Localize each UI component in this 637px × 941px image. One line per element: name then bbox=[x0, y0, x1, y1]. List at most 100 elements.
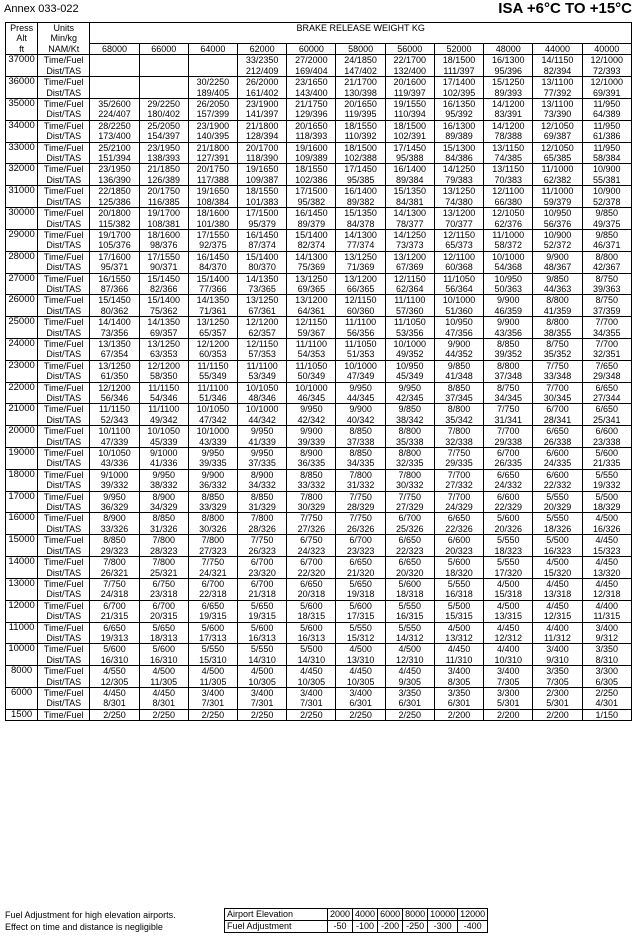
time-fuel-cell: 4/400 bbox=[581, 599, 633, 612]
time-fuel-cell: 5/550 bbox=[581, 468, 633, 481]
time-fuel-cell: 16/1450 bbox=[187, 250, 239, 263]
dist-tas-cell: 28/329 bbox=[335, 502, 386, 514]
weight-col-header: 60000 bbox=[286, 42, 337, 56]
time-fuel-cell: 9/900 bbox=[286, 425, 337, 437]
dist-tas-cell: 70/383 bbox=[483, 174, 534, 187]
dist-tas-cell: 16/323 bbox=[532, 545, 583, 558]
time-fuel-cell: 5/600 bbox=[138, 643, 189, 655]
table-row: Dist/TAS 24/318 23/318 22/318 21/318 20/318 19… bbox=[6, 589, 633, 601]
dist-tas-cell: 24/329 bbox=[433, 502, 485, 514]
dist-tas-cell: 20/315 bbox=[138, 611, 189, 623]
dist-tas-cell: 45/339 bbox=[138, 436, 189, 449]
unit-cell: Dist/TAS bbox=[37, 567, 91, 579]
dist-tas-cell: 36/329 bbox=[89, 502, 140, 514]
dist-tas-cell: 43/339 bbox=[187, 436, 239, 449]
unit-cell: Dist/TAS bbox=[37, 109, 91, 121]
time-fuel-cell: 9/950 bbox=[384, 381, 435, 393]
dist-tas-cell: 22/318 bbox=[187, 589, 239, 601]
time-fuel-cell: 9/900 bbox=[187, 468, 239, 481]
time-fuel-cell: 23/1950 bbox=[89, 163, 140, 175]
dist-tas-cell: 15/320 bbox=[532, 567, 583, 579]
time-fuel-cell: 18/1500 bbox=[384, 119, 435, 132]
time-fuel-cell: 9/850 bbox=[384, 403, 435, 415]
table-row: Dist/TAS 8/301 8/301 7/301 7/301 7/301 6/301 6/… bbox=[6, 698, 633, 710]
altitude-cell: 11000 bbox=[4, 621, 39, 645]
altitude-cell: 16000 bbox=[4, 512, 39, 536]
dist-tas-cell: 22/332 bbox=[532, 480, 583, 492]
time-fuel-cell: 9/950 bbox=[286, 403, 337, 415]
unit-cell: Dist/TAS bbox=[37, 545, 91, 558]
time-fuel-cell: 7/700 bbox=[433, 468, 485, 481]
time-fuel-cell: 13/1250 bbox=[335, 250, 386, 263]
unit-cell: Dist/TAS bbox=[37, 174, 91, 187]
time-fuel-cell: 16/1400 bbox=[384, 163, 435, 175]
dist-tas-cell: 6/301 bbox=[433, 698, 485, 710]
dist-tas-cell: 46/371 bbox=[581, 240, 633, 252]
dist-tas-cell: 12/312 bbox=[483, 632, 534, 645]
dist-tas-cell: 18/323 bbox=[483, 545, 534, 558]
dist-tas-cell: 41/336 bbox=[138, 458, 189, 470]
table-row: 1500 Time/Fuel 2/250 2/250 2/250 2/250 2/250 2/… bbox=[4, 708, 633, 722]
dist-tas-cell: 59/379 bbox=[532, 196, 583, 209]
unit-cell: Time/Fuel bbox=[37, 54, 91, 66]
time-fuel-cell: 15/1450 bbox=[89, 294, 140, 306]
time-fuel-cell: 4/500 bbox=[483, 599, 534, 612]
dist-tas-cell bbox=[187, 65, 239, 78]
dist-tas-cell: 126/389 bbox=[138, 174, 189, 187]
unit-cell: Time/Fuel bbox=[37, 272, 91, 284]
time-fuel-cell: 16/1450 bbox=[237, 228, 288, 241]
dist-tas-cell: 46/359 bbox=[483, 305, 534, 318]
time-fuel-cell: 2/200 bbox=[433, 708, 485, 722]
time-fuel-cell: 7/750 bbox=[532, 359, 583, 372]
dist-tas-cell: 65/357 bbox=[187, 327, 239, 339]
unit-cell: Dist/TAS bbox=[37, 305, 91, 318]
time-fuel-cell: 8/850 bbox=[237, 490, 288, 503]
dist-tas-cell: 14/310 bbox=[286, 654, 337, 667]
time-fuel-cell: 25/2050 bbox=[138, 119, 189, 132]
dist-tas-cell: 116/385 bbox=[138, 196, 189, 209]
time-fuel-cell: 12/1050 bbox=[532, 119, 583, 132]
table-row: 37000 Time/Fuel 33/2350 27/2000 24/1850 22/17… bbox=[4, 54, 633, 78]
dist-tas-cell: 55/381 bbox=[581, 174, 633, 187]
dist-tas-cell: 65/385 bbox=[532, 153, 583, 165]
unit-cell: Time/Fuel bbox=[37, 708, 91, 722]
weight-col-header: 48000 bbox=[483, 42, 534, 56]
time-fuel-cell: 21/1850 bbox=[138, 163, 189, 175]
unit-cell: Time/Fuel bbox=[37, 512, 91, 524]
unit-cell: Time/Fuel bbox=[37, 447, 91, 459]
dist-tas-cell: 74/385 bbox=[483, 153, 534, 165]
dist-tas-cell: 77/392 bbox=[532, 87, 583, 100]
time-fuel-cell: 7/800 bbox=[237, 512, 288, 524]
dist-tas-cell: 42/367 bbox=[581, 262, 633, 274]
time-fuel-cell: 6/650 bbox=[581, 381, 633, 393]
dist-tas-cell: 62/376 bbox=[483, 218, 534, 230]
dist-tas-cell: 118/393 bbox=[286, 131, 337, 143]
unit-cell: Time/Fuel bbox=[37, 643, 91, 655]
dist-tas-cell: 34/355 bbox=[581, 327, 633, 339]
altitude-cell: 17000 bbox=[4, 490, 39, 514]
time-fuel-cell: 8/800 bbox=[384, 425, 435, 437]
time-fuel-cell: 18/1500 bbox=[433, 54, 485, 66]
dist-tas-cell: 108/381 bbox=[138, 218, 189, 230]
unit-cell: Time/Fuel bbox=[37, 359, 91, 372]
time-fuel-cell: 6/650 bbox=[433, 512, 485, 524]
time-fuel-cell: 14/1300 bbox=[335, 228, 386, 241]
unit-cell: Dist/TAS bbox=[37, 698, 91, 710]
dist-tas-cell: 27/323 bbox=[187, 545, 239, 558]
dist-tas-cell: 141/397 bbox=[237, 109, 288, 121]
time-fuel-cell: 3/400 bbox=[532, 643, 583, 655]
altitude-cell: 8000 bbox=[4, 665, 39, 688]
dist-tas-cell: 82/374 bbox=[286, 240, 337, 252]
time-fuel-cell: 14/1150 bbox=[532, 54, 583, 66]
unit-cell: Time/Fuel bbox=[37, 556, 91, 568]
time-fuel-cell: 6/650 bbox=[483, 468, 534, 481]
time-fuel-cell: 8/800 bbox=[483, 359, 534, 372]
dist-tas-cell: 83/391 bbox=[483, 109, 534, 121]
time-fuel-cell: 2/250 bbox=[581, 686, 633, 699]
unit-cell: Dist/TAS bbox=[37, 131, 91, 143]
time-fuel-cell: 4/450 bbox=[89, 686, 140, 699]
dist-tas-cell: 37/345 bbox=[433, 393, 485, 405]
time-fuel-cell: 19/1700 bbox=[138, 207, 189, 219]
time-fuel-cell: 21/1800 bbox=[237, 119, 288, 132]
time-fuel-cell: 6/650 bbox=[384, 534, 435, 546]
